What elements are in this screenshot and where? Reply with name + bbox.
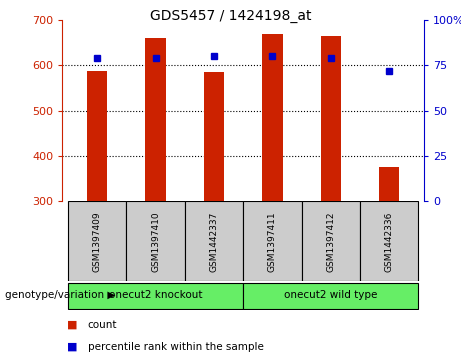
Bar — [68, 283, 243, 309]
Bar — [126, 201, 185, 281]
Text: GSM1442336: GSM1442336 — [384, 211, 394, 272]
Text: GSM1442337: GSM1442337 — [209, 211, 219, 272]
Bar — [243, 201, 301, 281]
Text: ■: ■ — [67, 320, 77, 330]
Bar — [320, 36, 341, 201]
Bar — [379, 167, 399, 201]
Text: onecut2 wild type: onecut2 wild type — [284, 290, 378, 300]
Text: GSM1397411: GSM1397411 — [268, 211, 277, 272]
Text: GSM1397410: GSM1397410 — [151, 211, 160, 272]
Text: GSM1397409: GSM1397409 — [93, 211, 102, 272]
Bar — [145, 38, 166, 201]
Bar — [301, 201, 360, 281]
Bar — [204, 72, 224, 201]
Bar — [185, 201, 243, 281]
Bar — [87, 71, 107, 201]
Text: GDS5457 / 1424198_at: GDS5457 / 1424198_at — [150, 9, 311, 23]
Text: genotype/variation ▶: genotype/variation ▶ — [5, 290, 115, 300]
Text: count: count — [88, 320, 117, 330]
Bar — [262, 34, 283, 201]
Bar — [360, 201, 418, 281]
Text: GSM1397412: GSM1397412 — [326, 211, 335, 272]
Bar — [68, 201, 126, 281]
Text: onecut2 knockout: onecut2 knockout — [109, 290, 202, 300]
Text: percentile rank within the sample: percentile rank within the sample — [88, 342, 264, 352]
Text: ■: ■ — [67, 342, 77, 352]
Bar — [243, 283, 418, 309]
